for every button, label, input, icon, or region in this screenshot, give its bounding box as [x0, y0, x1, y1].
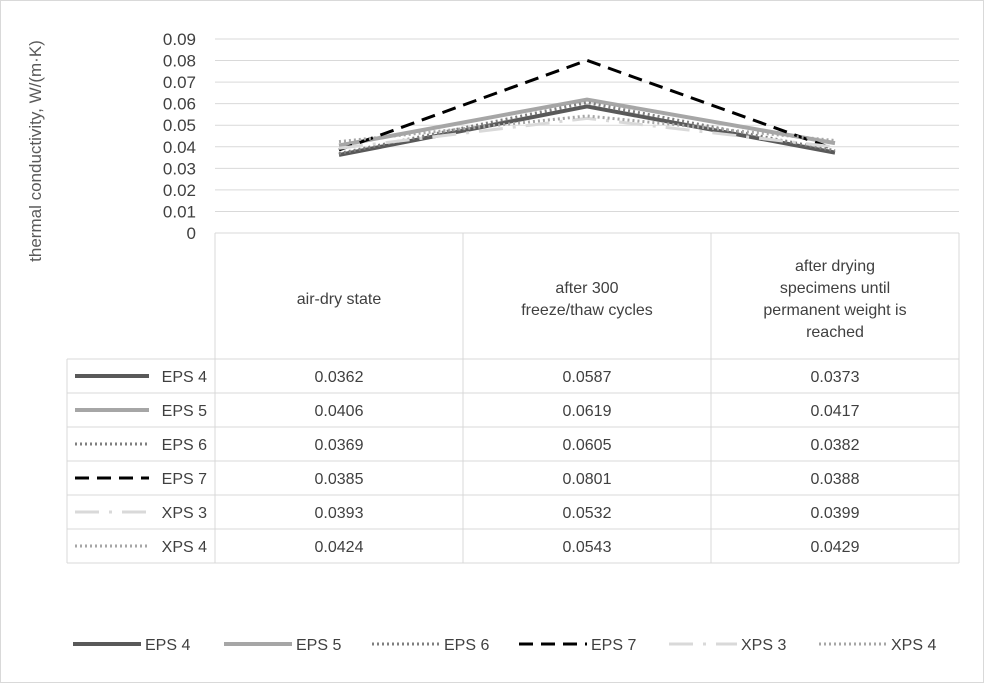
y-tick-label: 0.04	[163, 138, 196, 157]
series-line-xps-4	[338, 114, 836, 144]
data-value: 0.0532	[563, 505, 612, 522]
category-label-line: specimens until	[780, 280, 890, 297]
legend-label: XPS 3	[741, 637, 786, 654]
legend-label: EPS 7	[591, 637, 636, 654]
category-label-line: freeze/thaw cycles	[521, 302, 653, 319]
data-value: 0.0543	[563, 539, 612, 556]
y-tick-labels: 0 0.01 0.02 0.03 0.04 0.05 0.06 0.07 0.08 0.09	[163, 30, 196, 243]
table-row-label: EPS 6	[162, 437, 207, 454]
category-label-line: after drying	[795, 258, 875, 275]
y-tick-label: 0.05	[163, 116, 196, 135]
y-tick-label: 0.09	[163, 30, 196, 49]
data-value: 0.0801	[563, 471, 612, 488]
table-row-label: EPS 4	[162, 369, 207, 386]
data-value: 0.0417	[811, 403, 860, 420]
data-table: air-dry state after 300 freeze/thaw cycles…	[66, 232, 960, 564]
category-label-line: reached	[806, 324, 864, 341]
series-line-eps-5	[338, 97, 836, 148]
gridlines	[215, 38, 959, 234]
series-line-eps-6	[338, 101, 836, 155]
data-value: 0.0605	[563, 437, 612, 454]
category-label-line: after 300	[555, 280, 618, 297]
data-value: 0.0388	[811, 471, 860, 488]
data-value: 0.0369	[315, 437, 364, 454]
category-label: after drying specimens until permanent wei…	[763, 258, 906, 341]
series-line-xps-3	[338, 116, 836, 150]
y-tick-label: 0.02	[163, 181, 196, 200]
table-row-label: XPS 4	[162, 539, 207, 556]
data-value: 0.0424	[315, 539, 364, 556]
data-value: 0.0373	[811, 369, 860, 386]
category-label-line: air-dry state	[297, 291, 382, 308]
legend-label: XPS 4	[891, 637, 936, 654]
category-label: after 300 freeze/thaw cycles	[521, 280, 653, 319]
data-value: 0.0429	[811, 539, 860, 556]
data-value: 0.0362	[315, 369, 364, 386]
category-label-line: permanent weight is	[763, 302, 906, 319]
data-value: 0.0385	[315, 471, 364, 488]
y-tick-label: 0.01	[163, 202, 196, 221]
series-lines	[338, 58, 836, 157]
legend-label: EPS 4	[145, 637, 190, 654]
y-tick-label: 0	[187, 224, 196, 243]
data-value: 0.0399	[811, 505, 860, 522]
legend: EPS 4 EPS 5 EPS 6 EPS 7 XPS 3 XPS 4	[73, 637, 936, 654]
table-row-label: XPS 3	[162, 505, 207, 522]
y-tick-label: 0.08	[163, 52, 196, 71]
data-value: 0.0406	[315, 403, 364, 420]
data-value: 0.0587	[563, 369, 612, 386]
table-row-label: EPS 7	[162, 471, 207, 488]
data-value: 0.0382	[811, 437, 860, 454]
y-tick-label: 0.03	[163, 159, 196, 178]
legend-label: EPS 6	[444, 637, 489, 654]
data-value: 0.0619	[563, 403, 612, 420]
data-value: 0.0393	[315, 505, 364, 522]
y-tick-label: 0.07	[163, 73, 196, 92]
table-row-label: EPS 5	[162, 403, 207, 420]
category-label: air-dry state	[297, 291, 382, 308]
y-axis-label: thermal conductivity, W/(m·K)	[26, 40, 45, 262]
y-tick-label: 0.06	[163, 95, 196, 114]
legend-label: EPS 5	[296, 637, 341, 654]
